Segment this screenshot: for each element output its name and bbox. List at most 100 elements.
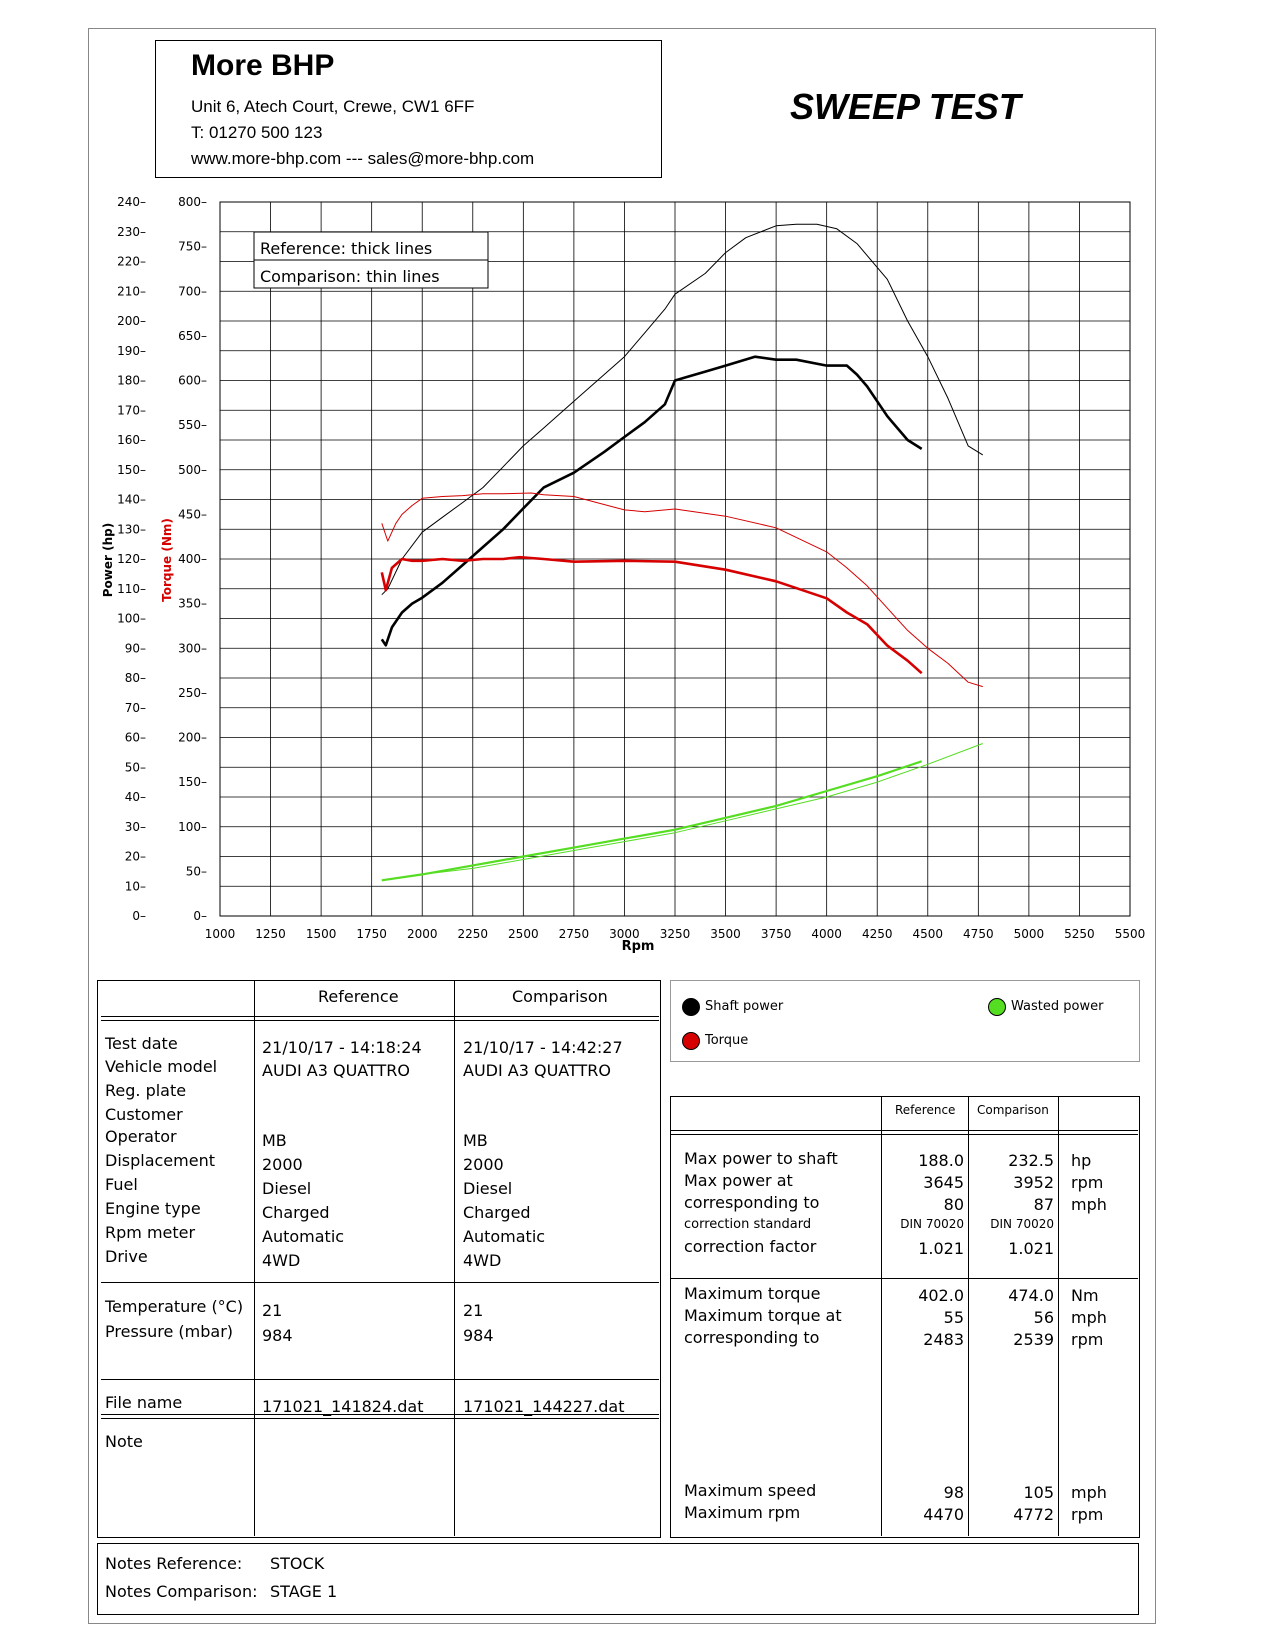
info-comparison-temperature: 21 bbox=[463, 1301, 484, 1320]
info-reference-temperature: 21 bbox=[262, 1301, 283, 1320]
company-web: www.more-bhp.com --- sales@more-bhp.com bbox=[191, 149, 535, 168]
result-reference-max_torque_at: 55 bbox=[943, 1308, 964, 1327]
info-reference-file_name: 171021_141824.dat bbox=[262, 1397, 424, 1416]
info-label-displacement: Displacement bbox=[105, 1151, 215, 1170]
info-reference-displacement: 2000 bbox=[262, 1155, 303, 1174]
notes-box bbox=[97, 1543, 1139, 1615]
info-comparison-rpm_meter: Automatic bbox=[463, 1227, 546, 1246]
result-unit-max_power_at: rpm bbox=[1071, 1173, 1104, 1192]
power-tick-label: 110– bbox=[117, 582, 146, 596]
torque-tick-label: 250– bbox=[178, 686, 207, 700]
x-tick-label: 3250 bbox=[660, 927, 691, 941]
info-label-note: Note bbox=[105, 1432, 143, 1451]
legend-box bbox=[670, 980, 1140, 1062]
power-tick-label: 140– bbox=[117, 493, 146, 507]
power-tick-label: 180– bbox=[117, 374, 146, 388]
info-comparison-vehicle_model: AUDI A3 QUATTRO bbox=[463, 1061, 611, 1080]
info-reference-pressure: 984 bbox=[262, 1326, 293, 1345]
power-tick-label: 240– bbox=[117, 195, 146, 209]
torque-tick-label: 800– bbox=[178, 195, 207, 209]
torque-tick-label: 150– bbox=[178, 775, 207, 789]
info-reference-test_date: 21/10/17 - 14:18:24 bbox=[262, 1038, 422, 1057]
info-label-reg_plate: Reg. plate bbox=[105, 1081, 187, 1100]
result-reference-corresponding_to: 80 bbox=[943, 1195, 964, 1214]
torque-tick-label: 700– bbox=[178, 284, 207, 298]
torque-tick-label: 550– bbox=[178, 418, 207, 432]
results-header-comparison: Comparison bbox=[977, 1103, 1049, 1117]
x-tick-label: 3000 bbox=[609, 927, 640, 941]
result-reference-correction_factor: 1.021 bbox=[918, 1239, 964, 1258]
shaft-power-legend-swatch bbox=[682, 998, 700, 1016]
notes-reference-label: Notes Reference: bbox=[105, 1554, 243, 1573]
info-comparison-displacement: 2000 bbox=[463, 1155, 504, 1174]
notes-comparison-label: Notes Comparison: bbox=[105, 1582, 258, 1601]
x-tick-label: 2000 bbox=[407, 927, 438, 941]
result-reference-correction_standard: DIN 70020 bbox=[900, 1217, 964, 1231]
torque-tick-label: 0– bbox=[193, 909, 207, 923]
result-comparison-max_power_at: 3952 bbox=[1013, 1173, 1054, 1192]
result-comparison-max_torque: 474.0 bbox=[1008, 1286, 1054, 1305]
x-tick-label: 1250 bbox=[255, 927, 286, 941]
result-reference-max_rpm: 4470 bbox=[923, 1505, 964, 1524]
torque-tick-label: 650– bbox=[178, 329, 207, 343]
result-reference-torque_corresponding: 2483 bbox=[923, 1330, 964, 1349]
power-tick-label: 20– bbox=[125, 850, 146, 864]
x-tick-label: 4750 bbox=[963, 927, 994, 941]
info-label-pressure: Pressure (mbar) bbox=[105, 1322, 234, 1341]
x-tick-label: 5500 bbox=[1115, 927, 1146, 941]
power-tick-label: 60– bbox=[125, 731, 146, 745]
torque-tick-label: 500– bbox=[178, 463, 207, 477]
x-tick-label: 4250 bbox=[862, 927, 893, 941]
report-page bbox=[88, 28, 1156, 1624]
test-title: SWEEP TEST bbox=[790, 86, 1021, 127]
info-header-comparison: Comparison bbox=[512, 987, 608, 1006]
power-tick-label: 220– bbox=[117, 255, 146, 269]
result-label-max_speed: Maximum speed bbox=[684, 1481, 817, 1500]
x-tick-label: 5000 bbox=[1014, 927, 1045, 941]
result-comparison-correction_standard: DIN 70020 bbox=[990, 1217, 1054, 1231]
x-tick-label: 1750 bbox=[356, 927, 387, 941]
legend-comparison-text: Comparison: thin lines bbox=[260, 267, 440, 286]
torque-tick-label: 100– bbox=[178, 820, 207, 834]
power-tick-label: 160– bbox=[117, 433, 146, 447]
torque-tick-label: 300– bbox=[178, 641, 207, 655]
company-name: More BHP bbox=[191, 49, 335, 82]
result-label-torque_corresponding: corresponding to bbox=[684, 1328, 820, 1347]
result-reference-max_power: 188.0 bbox=[918, 1151, 964, 1170]
info-reference-drive: 4WD bbox=[262, 1251, 301, 1270]
torque-tick-label: 200– bbox=[178, 731, 207, 745]
power-tick-label: 30– bbox=[125, 820, 146, 834]
result-unit-max_torque_at: mph bbox=[1071, 1308, 1107, 1327]
info-reference-engine_type: Charged bbox=[262, 1203, 330, 1222]
notes-reference-value: STOCK bbox=[270, 1554, 325, 1573]
wasted-power-legend-label: Wasted power bbox=[1011, 999, 1104, 1014]
power-tick-label: 100– bbox=[117, 612, 146, 626]
x-tick-label: 4000 bbox=[811, 927, 842, 941]
torque-tick-label: 350– bbox=[178, 597, 207, 611]
info-label-operator: Operator bbox=[105, 1127, 177, 1146]
power-tick-label: 130– bbox=[117, 522, 146, 536]
result-reference-max_power_at: 3645 bbox=[923, 1173, 964, 1192]
info-comparison-engine_type: Charged bbox=[463, 1203, 531, 1222]
series-shaft-power-comparison bbox=[381, 223, 984, 596]
result-comparison-max_speed: 105 bbox=[1023, 1483, 1054, 1502]
result-comparison-max_power: 232.5 bbox=[1008, 1151, 1054, 1170]
power-tick-label: 80– bbox=[125, 671, 146, 685]
company-phone: T: 01270 500 123 bbox=[191, 123, 323, 142]
power-tick-label: 190– bbox=[117, 344, 146, 358]
torque-axis-title: Torque (Nm) bbox=[160, 518, 174, 602]
power-tick-label: 150– bbox=[117, 463, 146, 477]
info-comparison-operator: MB bbox=[463, 1131, 488, 1150]
torque-tick-label: 750– bbox=[178, 240, 207, 254]
power-tick-label: 40– bbox=[125, 790, 146, 804]
result-label-max_torque_at: Maximum torque at bbox=[684, 1306, 842, 1325]
result-unit-max_speed: mph bbox=[1071, 1483, 1107, 1502]
wasted-power-legend-swatch bbox=[988, 998, 1006, 1016]
info-label-engine_type: Engine type bbox=[105, 1199, 201, 1218]
x-tick-label: 1500 bbox=[306, 927, 337, 941]
x-tick-label: 2250 bbox=[458, 927, 489, 941]
info-comparison-file_name: 171021_144227.dat bbox=[463, 1397, 625, 1416]
x-tick-label: 5250 bbox=[1064, 927, 1095, 941]
info-label-test_date: Test date bbox=[105, 1034, 178, 1053]
power-tick-label: 230– bbox=[117, 225, 146, 239]
